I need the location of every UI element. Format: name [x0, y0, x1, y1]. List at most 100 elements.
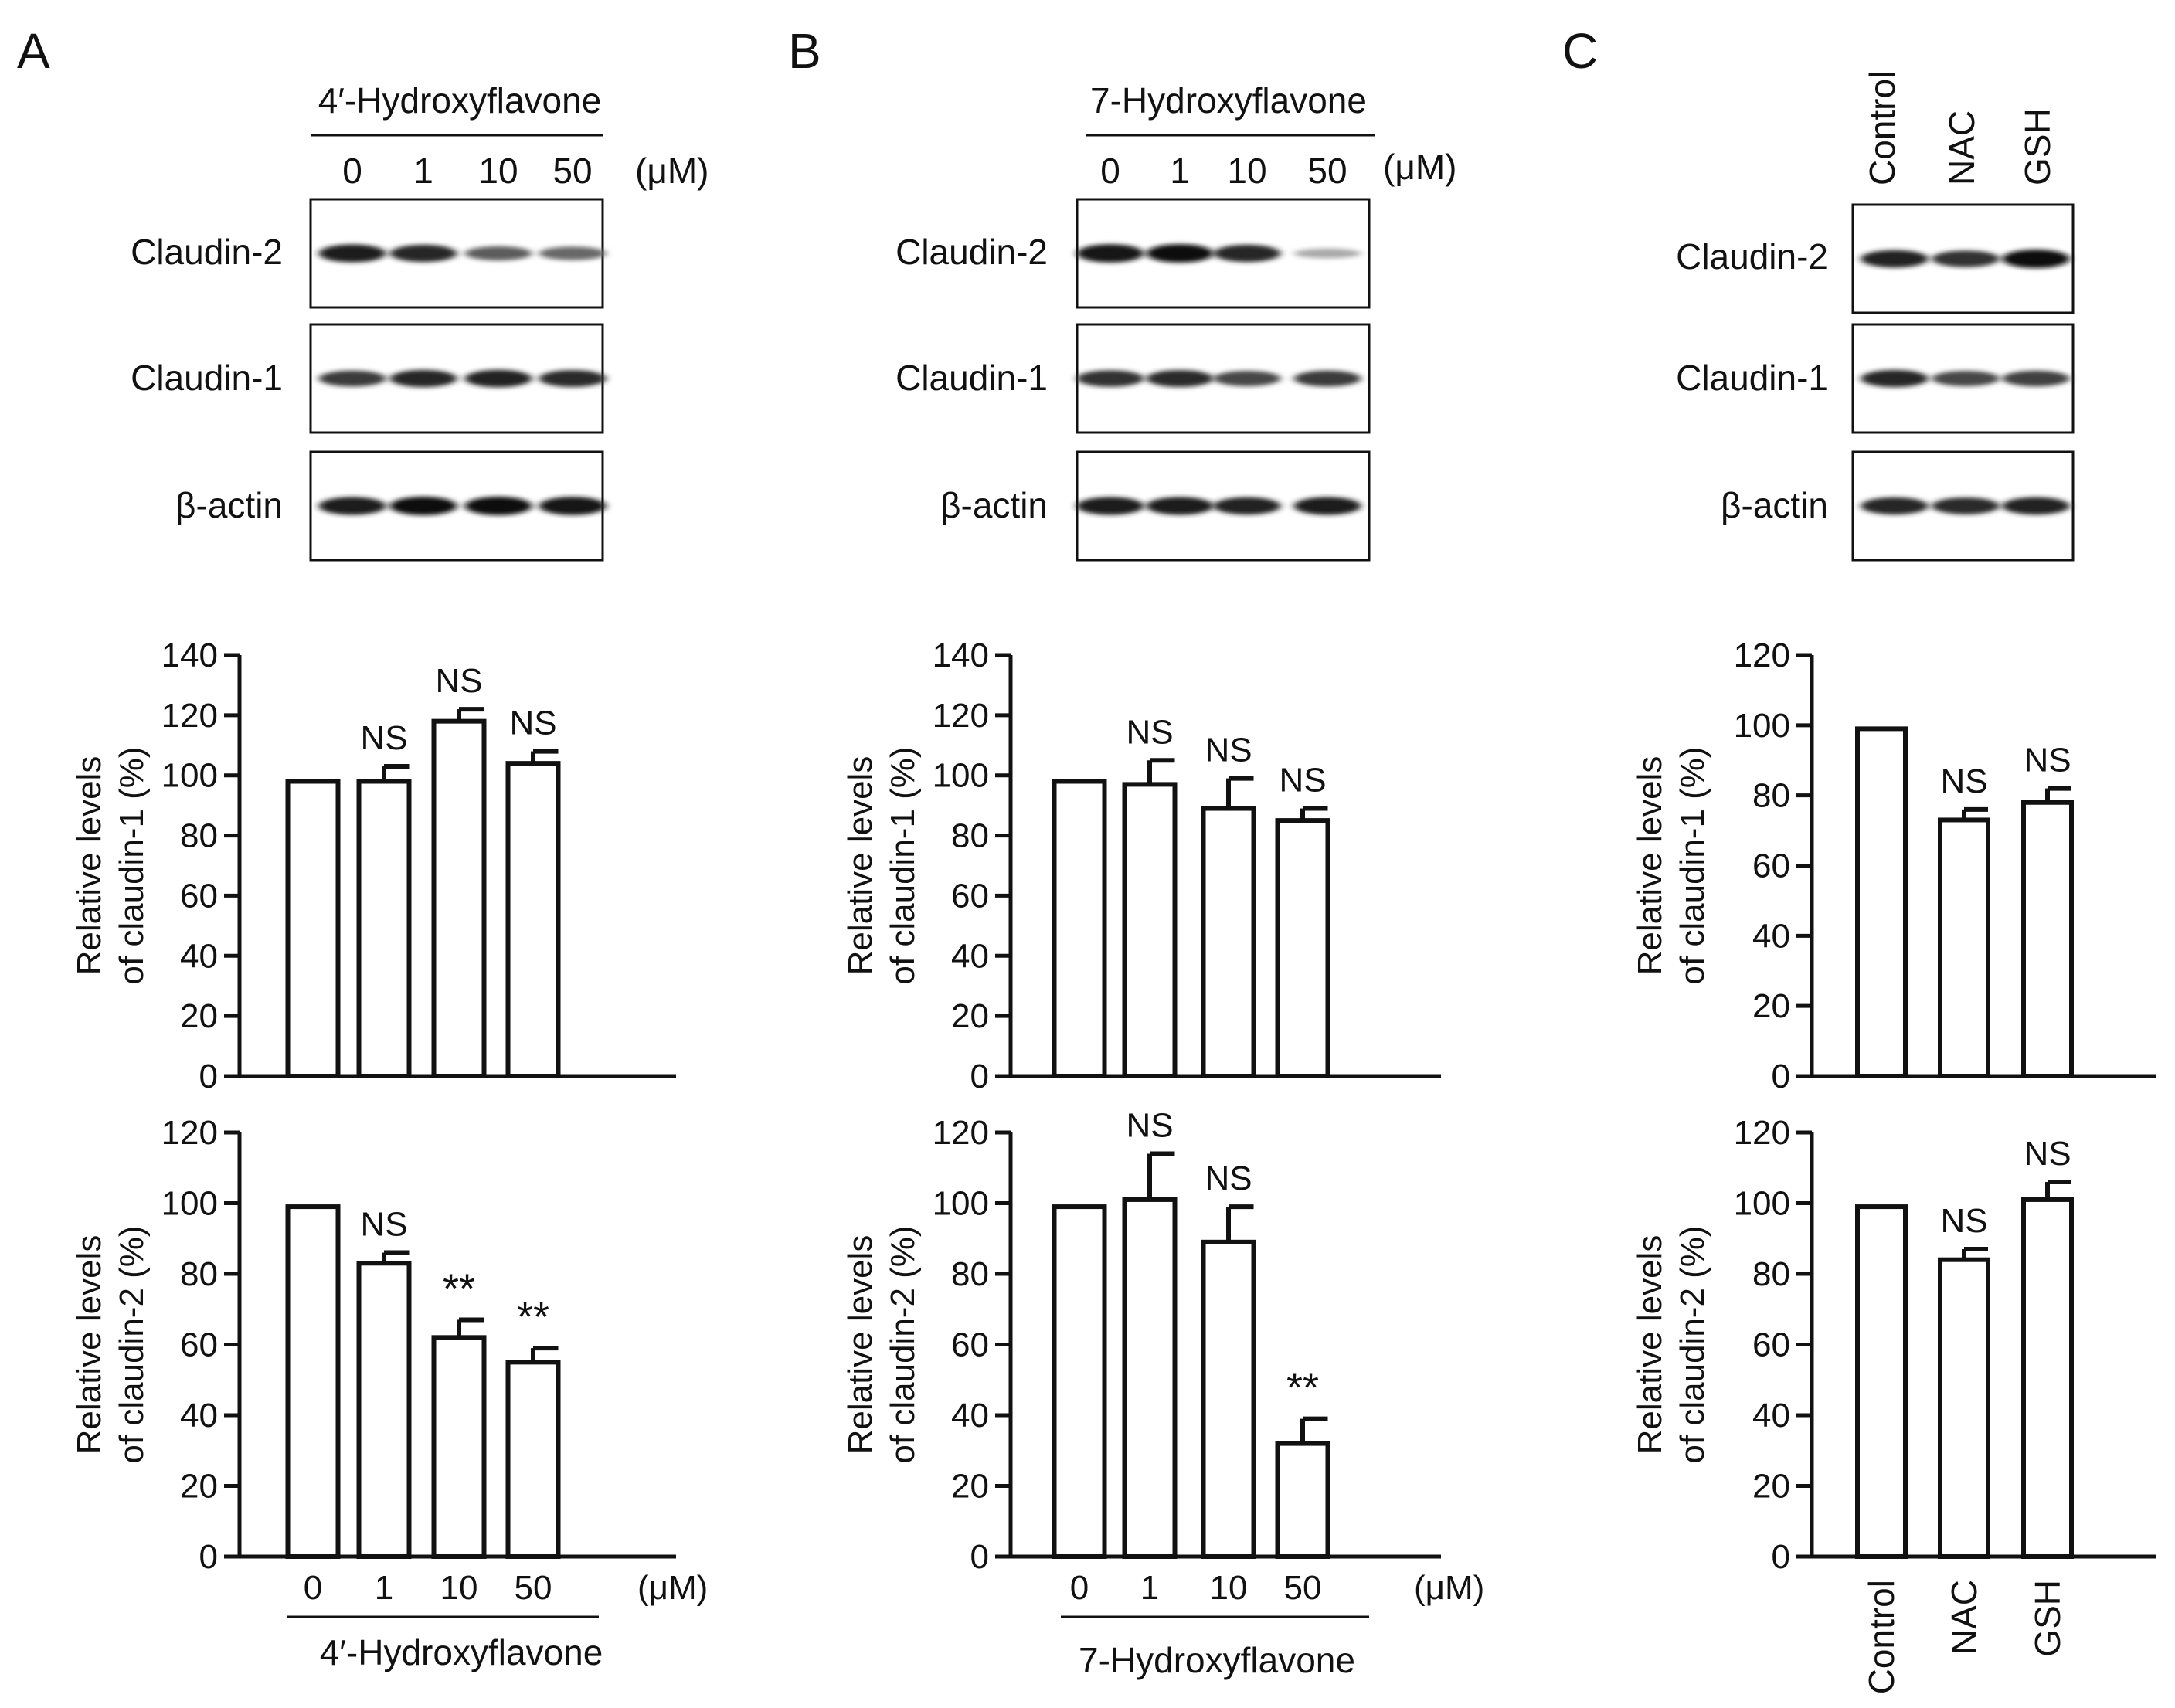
significance-label: **	[517, 1294, 549, 1340]
bar-1	[1122, 782, 1178, 1079]
y-axis-label: Relative levels	[70, 756, 108, 976]
x-tick-label: 50	[515, 1569, 552, 1607]
significance-label: NS	[360, 719, 407, 757]
blot-a-lane-3: 50	[552, 151, 592, 191]
blot-a-band-0-0	[318, 244, 386, 263]
chart-a-claudin1: 0 20 40 60 80 100 120 140 Relative levels of clau…	[70, 637, 676, 1095]
blot-b-band-0-2	[1213, 244, 1281, 263]
blot-c-band-1-2	[2002, 370, 2070, 387]
y-axis-label: Relative levels	[841, 1235, 879, 1455]
y-axis-label: of claudin-1 (%)	[113, 746, 151, 984]
y-tick-label: 100	[1734, 1185, 1790, 1223]
y-tick-label: 120	[933, 1114, 989, 1152]
blot-c-band-2-1	[1932, 497, 2000, 515]
y-tick-label: 0	[199, 1058, 218, 1095]
blot-b-row-label-2: β-actin	[940, 485, 1048, 525]
blot-b-band-0-0	[1076, 244, 1144, 263]
y-tick-label: 80	[180, 817, 218, 855]
significance-label: NS	[2024, 1135, 2071, 1173]
bar-0	[1052, 779, 1107, 1078]
y-tick-label: 60	[180, 1326, 218, 1364]
significance-label: NS	[509, 705, 556, 742]
blot-b-band-1-2	[1213, 371, 1281, 386]
y-tick-label: 100	[161, 757, 218, 795]
y-tick-label: 100	[1734, 707, 1790, 745]
y-tick-label: 80	[951, 817, 989, 855]
y-tick-label: 40	[1752, 917, 1790, 955]
blot-b-band-1-0	[1076, 370, 1144, 387]
blot-b-lane-2: 10	[1227, 151, 1266, 191]
bar-GSH	[2021, 1197, 2074, 1560]
bar-NAC	[1938, 1257, 1990, 1559]
y-tick-label: 40	[951, 937, 989, 975]
y-tick-label: 0	[199, 1538, 218, 1576]
significance-label: NS	[2024, 742, 2071, 779]
panel-label-a: A	[17, 23, 50, 79]
y-tick-label: 40	[180, 1397, 218, 1435]
y-axis-label: Relative levels	[841, 756, 879, 976]
blot-a-row-label-2: β-actin	[175, 485, 283, 525]
y-tick-label: 20	[1752, 987, 1790, 1025]
x-unit-label: (μM)	[637, 1569, 708, 1607]
blot-a-row-label-0: Claudin-2	[131, 232, 283, 272]
x-tick-label: 0	[1070, 1569, 1089, 1607]
y-tick-label: 100	[933, 1185, 989, 1223]
blot-c-lane-0: Control	[1862, 71, 1902, 185]
blot-b-band-2-1	[1146, 497, 1214, 515]
blot-c-row-label-0: Claudin-2	[1676, 236, 1828, 277]
significance-label: NS	[1126, 713, 1173, 751]
y-tick-label: 0	[970, 1058, 989, 1095]
bar-10	[1201, 806, 1256, 1079]
bar-NAC	[1938, 817, 1990, 1079]
y-tick-label: 120	[161, 697, 218, 735]
blot-b-band-0-3	[1293, 248, 1361, 259]
y-tick-label: 20	[951, 1468, 989, 1506]
y-tick-label: 20	[180, 1468, 218, 1506]
blot-a-band-1-1	[389, 369, 457, 388]
bar-Control	[1855, 1204, 1908, 1559]
significance-label: NS	[1205, 1160, 1252, 1197]
significance-label: NS	[435, 662, 482, 700]
y-axis-label: Relative levels	[1631, 1235, 1669, 1455]
significance-label: NS	[1940, 762, 1987, 800]
y-tick-label: 40	[1752, 1397, 1790, 1435]
blot-b-band-1-3	[1293, 370, 1361, 387]
blot-a-band-0-1	[389, 244, 457, 263]
y-axis-label: Relative levels	[1631, 756, 1669, 976]
y-axis-label: of claudin-1 (%)	[884, 746, 922, 984]
blot-a-lane-0: 0	[342, 151, 362, 191]
x-tick-label: 1	[1140, 1569, 1159, 1607]
y-axis-label: of claudin-2 (%)	[1674, 1225, 1711, 1463]
blot-b-band-1-1	[1146, 369, 1214, 388]
y-tick-label: 120	[933, 697, 989, 735]
y-tick-label: 100	[933, 757, 989, 795]
bar-10	[1201, 1239, 1256, 1559]
chart-b-claudin1: 0 20 40 60 80 100 120 140 Relative levels of clau…	[841, 637, 1441, 1095]
y-tick-label: 20	[951, 997, 989, 1035]
y-tick-label: 60	[1752, 847, 1790, 885]
bar-0	[285, 779, 341, 1078]
chart-c-claudin2: 0 20 40 60 80 100 120 Relative levels of claudin…	[1631, 1114, 2156, 1694]
blot-c-band-1-0	[1861, 369, 1929, 388]
blot-b-lane-0: 0	[1100, 151, 1120, 191]
blot-a-band-0-3	[539, 246, 607, 260]
blot-b-header: 7-Hydroxyflavone	[1090, 80, 1367, 121]
significance-label: NS	[360, 1206, 407, 1244]
x-tick-label: 0	[304, 1569, 322, 1607]
blot-c-row-label-2: β-actin	[1721, 485, 1828, 525]
blot-c-row-label-1: Claudin-1	[1676, 358, 1828, 398]
blot-c-lane-1: NAC	[1942, 110, 1982, 185]
blot-a-band-1-3	[539, 369, 607, 388]
x-tick-label: 1	[375, 1569, 393, 1607]
x-tick-label: 10	[440, 1569, 478, 1607]
bar-0	[1052, 1204, 1107, 1559]
blot-a-band-2-3	[539, 497, 607, 515]
blot-c-lane-2: GSH	[2017, 108, 2058, 185]
bar-1	[356, 779, 412, 1078]
bar-1	[356, 1261, 412, 1560]
bar-Control	[1855, 726, 1908, 1078]
blot-b-unit: (μM)	[1383, 147, 1456, 187]
bar-50	[1275, 818, 1330, 1079]
